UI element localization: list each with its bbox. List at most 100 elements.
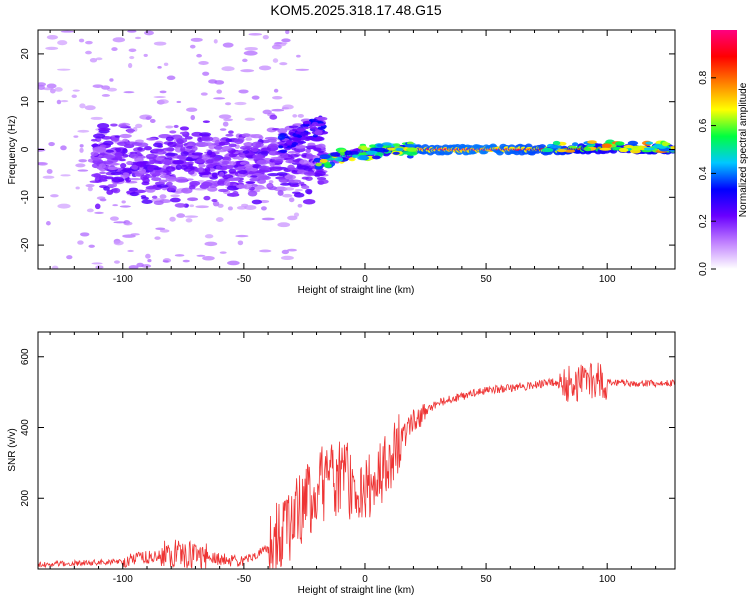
spectrogram-cell	[112, 37, 126, 43]
spectrogram-cell	[237, 180, 244, 183]
spectrogram-cell	[259, 249, 272, 253]
spectrogram-cell	[147, 259, 152, 263]
spectrogram-cell	[227, 260, 240, 266]
spectrogram-cell	[393, 143, 401, 147]
spectrogram-cell	[212, 200, 220, 207]
spectrogram-cell	[88, 244, 95, 248]
spectrogram-cell	[405, 143, 415, 148]
spectrogram-cell	[215, 217, 224, 222]
spectrogram-cell	[257, 169, 270, 173]
spectrogram-cell	[302, 120, 312, 125]
spectrogram-xtick-label: 0	[362, 274, 368, 285]
spectrogram-cell	[91, 173, 101, 178]
spectrogram-cell	[228, 143, 237, 148]
spectrogram-cell	[313, 147, 322, 152]
spectrogram-cell	[179, 126, 190, 131]
spectrogram-cell	[307, 145, 317, 150]
spectrogram-xtick-label: -50	[237, 274, 252, 285]
spectrogram-cell	[122, 148, 128, 154]
spectrogram-cell	[285, 30, 290, 35]
spectrogram-cell	[167, 141, 178, 148]
spectrogram-cell	[261, 206, 267, 211]
spectrogram-cell	[273, 88, 279, 93]
spectrogram-cell	[60, 174, 71, 177]
spectrogram-cell	[93, 133, 106, 139]
spectrogram-cell	[222, 42, 234, 48]
spectrogram-cell	[189, 44, 196, 49]
spectrogram-cell	[174, 254, 185, 257]
spectrogram-xtick-label: 100	[599, 274, 616, 285]
spectrogram-cell	[252, 154, 264, 160]
spectrogram-cell	[179, 131, 188, 135]
spectrogram-cell	[94, 211, 104, 215]
spectrogram-cell	[247, 190, 258, 197]
spectrogram-cell	[155, 148, 165, 152]
snr-ytick-label: 600	[20, 348, 31, 365]
spectrogram-cell	[109, 216, 119, 221]
spectrogram-cell	[186, 156, 193, 161]
spectrogram-cell	[163, 62, 169, 67]
spectrogram-cell	[631, 145, 643, 151]
spectrogram-cell	[123, 91, 135, 94]
spectrogram-cell	[279, 149, 288, 154]
spectrogram-cell	[122, 138, 129, 143]
spectrogram-cell	[245, 181, 255, 184]
spectrogram-cell	[153, 96, 166, 99]
spectrogram-cell	[114, 151, 123, 158]
spectrogram-cell	[211, 172, 218, 178]
spectrogram-ytick-label: 10	[20, 96, 31, 108]
spectrogram-cell	[258, 175, 271, 181]
spectrogram-cell	[38, 162, 47, 165]
spectrogram-cell	[281, 249, 289, 255]
spectrogram-cell	[200, 92, 208, 96]
spectrogram-cell	[151, 177, 162, 182]
spectrogram-cell	[330, 152, 341, 157]
spectrogram-cell	[189, 204, 195, 208]
spectrogram-cell	[131, 164, 139, 170]
spectrogram-cell	[288, 179, 302, 184]
snr-ytick-label: 200	[20, 489, 31, 506]
spectrogram-cell	[221, 145, 233, 152]
spectrogram-cell	[266, 183, 273, 188]
spectrogram-cell	[242, 150, 250, 154]
spectrogram-cell	[174, 176, 188, 183]
spectrogram-cell	[249, 170, 256, 175]
spectrogram-cell	[105, 149, 114, 153]
spectrogram-cell	[288, 197, 295, 203]
snr-xtick-label: -50	[237, 574, 252, 585]
spectrogram-cell	[187, 197, 199, 202]
spectrogram-cell	[232, 190, 239, 196]
spectrogram-cell	[91, 156, 102, 161]
spectrogram-cell	[218, 114, 232, 119]
spectrogram-cell	[129, 151, 138, 155]
snr-ylabel: SNR (v/v)	[7, 428, 18, 471]
spectrogram-cell	[77, 129, 90, 133]
spectrogram-cell	[85, 50, 92, 55]
spectrogram-cell	[127, 249, 134, 253]
spectrogram-cell	[189, 180, 201, 186]
spectrogram-cell	[315, 117, 326, 121]
snr-xtick-label: 50	[481, 574, 493, 585]
spectrogram-cell	[273, 186, 288, 192]
spectrogram-cell	[162, 260, 169, 263]
spectrogram-cell	[119, 205, 131, 208]
spectrogram-cell	[144, 30, 154, 36]
spectrogram-ytick-label: -20	[20, 237, 31, 252]
spectrogram-cell	[615, 141, 625, 146]
spectrogram-cell	[237, 240, 244, 246]
spectrogram-cell	[395, 147, 404, 152]
spectrogram-cell	[101, 85, 111, 90]
spectrogram-cell	[286, 139, 292, 145]
spectrogram-cell	[291, 144, 297, 148]
spectrogram-cell	[128, 265, 139, 269]
spectrogram-cell	[251, 95, 260, 100]
spectrogram-cell	[78, 159, 87, 163]
spectrogram-cell	[60, 100, 69, 103]
spectrogram-ylabel: Frequency (Hz)	[7, 116, 18, 185]
spectrogram-cell	[229, 161, 237, 166]
spectrogram-cell	[145, 185, 157, 190]
spectrogram-cell	[306, 136, 315, 140]
spectrogram-cell	[175, 164, 182, 171]
colorbar-label: Normalized spectral amplitude	[738, 82, 749, 217]
spectrogram-cell	[180, 150, 189, 157]
